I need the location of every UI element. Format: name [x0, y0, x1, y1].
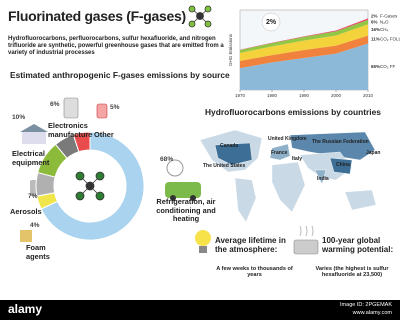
watermark-url: www.alamy.com — [352, 310, 392, 316]
country-label: India — [317, 176, 329, 182]
x-tick-label: 1970 — [235, 93, 246, 98]
world-map — [199, 129, 377, 223]
fact-text: A few weeks to thousands of years — [216, 266, 293, 279]
molecule-icon — [188, 5, 212, 28]
category-label: Electronics manufacture — [48, 121, 93, 139]
donut-slice — [40, 131, 145, 241]
share-label: 6% — [371, 19, 378, 24]
x-tick-label: 1990 — [299, 93, 310, 98]
fact-text: Varies (the highest is sulfur hexafluori… — [315, 266, 389, 279]
value-label: 68% — [160, 156, 174, 163]
watermark-bar — [0, 300, 400, 320]
watermark-id: Image ID: 2PGEMAK — [340, 302, 392, 308]
value-label: 4% — [30, 222, 40, 229]
area — [240, 19, 368, 53]
x-tick-label: 1980 — [267, 93, 278, 98]
watermark-logo: alamy — [8, 302, 43, 316]
legend-entry: CO₂ FF — [380, 64, 395, 69]
value-label: 5% — [110, 104, 120, 111]
category-label: Aerosols — [10, 207, 42, 216]
country-label: Italy — [292, 156, 303, 162]
y-axis-label: GHG Emissions — [228, 33, 233, 66]
category-label: Electrical equipment — [12, 149, 50, 167]
share-label: 11% — [371, 37, 380, 42]
annotation: 2% — [266, 19, 277, 26]
legend-entry: CO₂ FOLU — [380, 37, 400, 42]
share-label: 65% — [371, 64, 380, 69]
area — [240, 35, 368, 69]
country-label: France — [271, 150, 288, 156]
area — [240, 24, 368, 61]
country-label: Japan — [366, 150, 381, 156]
area — [240, 43, 368, 90]
country-label: Canada — [220, 143, 239, 149]
country-label: The United States — [203, 163, 246, 169]
share-label: 16% — [371, 27, 380, 32]
annotation-bubble — [261, 12, 281, 32]
section-title: Hydrofluorocarbons emissions by countrie… — [205, 107, 381, 117]
title: Fluorinated gases (F-gases) — [8, 8, 186, 24]
fact-title: 100-year global warming potential: — [322, 236, 394, 255]
description: Hydrofluorocarbons, perfluorocarbons, su… — [8, 36, 224, 56]
legend-entry: CH₄ — [380, 27, 388, 32]
x-tick-label: 2000 — [331, 93, 342, 98]
share-label: 2% — [371, 13, 378, 18]
value-label: 7% — [28, 193, 38, 200]
country-label: China — [336, 162, 350, 168]
category-label: Other — [94, 130, 114, 139]
legend-entry: N₂O — [380, 19, 389, 24]
category-label: Refrigeration, air conditioning and heat… — [156, 197, 216, 224]
country-label: The Russian Federation — [312, 139, 369, 145]
donut-slice — [72, 131, 91, 153]
section-title: Estimated anthropogenic F-gases emission… — [10, 70, 230, 80]
source-icons — [20, 97, 201, 242]
center-molecule — [75, 171, 105, 201]
fact-icons — [195, 225, 319, 255]
x-tick-label: 2010 — [363, 93, 374, 98]
value-label: 10% — [12, 114, 26, 121]
country-label: United Kingdom — [268, 136, 307, 142]
category-label: Foam agents — [26, 243, 50, 261]
fact-title: Average lifetime in the atmosphere: — [215, 236, 286, 255]
legend-entry: F-Gases — [380, 13, 398, 18]
value-label: 6% — [50, 101, 60, 108]
